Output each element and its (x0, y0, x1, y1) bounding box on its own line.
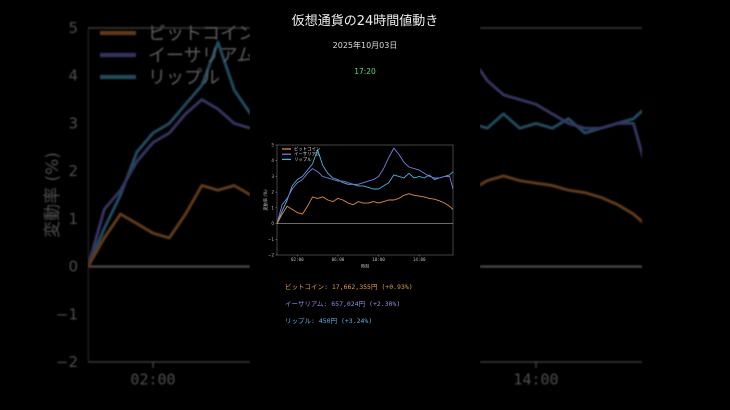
y-tick-label: −1 (268, 237, 275, 242)
bg-y-tick-label: 4 (68, 67, 78, 85)
legend-label: リップル (294, 157, 312, 163)
main-plot: −2 −1 0 1 2 3 4 5 02:00 06:00 10:00 14:00 時刻 変動率 (%) ビ… (262, 142, 454, 269)
x-tick-label: 02:00 (291, 257, 304, 262)
bg-y-tick-label: 0 (68, 258, 78, 276)
series-line-ripple (276, 149, 454, 224)
bg-y-tick-label: −1 (56, 305, 78, 323)
bg-y-tick-label: 5 (68, 19, 78, 37)
main-line-chart: −2 −1 0 1 2 3 4 5 02:00 06:00 10:00 14:00 時刻 変動率 (%) ビ… (262, 140, 462, 274)
date-label: 2025年10月03日 (332, 41, 398, 50)
legend-label: リップル (148, 67, 220, 88)
bg-y-tick-label: −2 (56, 353, 78, 371)
y-tick-label: 3 (271, 174, 274, 179)
legend-label: ビットコイン (294, 146, 321, 153)
page-title: 仮想通貨の24時間値動き (291, 14, 439, 29)
price-list: ビットコイン: 17,662,355円 (+0.93%) イーサリアム: 657… (285, 281, 413, 332)
price-ethereum: イーサリアム: 657,024円 (+2.30%) (285, 300, 401, 308)
y-axis-label: 変動率 (%) (262, 189, 269, 211)
series-line-bitcoin (276, 193, 454, 224)
plot-frame (276, 144, 454, 256)
price-bitcoin: ビットコイン: 17,662,355円 (+0.93%) (285, 283, 413, 291)
series-line-bitcoin (480, 174, 642, 224)
time-label: 17:20 (354, 67, 376, 76)
series-line-ripple (480, 109, 642, 135)
center-panel: 仮想通貨の24時間値動き 2025年10月03日 17:20 (250, 0, 480, 410)
y-tick-label: 5 (271, 142, 274, 147)
x-tick-label: 14:00 (513, 371, 558, 389)
y-tick-label: 4 (271, 158, 274, 163)
y-tick-label: 0 (271, 221, 274, 226)
series-line-ethereum (88, 98, 250, 268)
y-tick-label: −2 (268, 252, 275, 257)
legend-label: イーサリアム (294, 152, 321, 158)
bg-y-tick-label: 3 (68, 114, 78, 132)
line-chart-svg: −2 −1 0 1 2 3 4 5 02:00 06:00 10:00 14:00 時刻 変動率 (%) ビ… (262, 142, 454, 269)
series-line-ripple (88, 40, 250, 268)
legend-label: イーサリアム (148, 45, 254, 66)
series-line-ethereum (480, 67, 642, 160)
bg-y-axis: −2 −1 0 1 2 3 4 5 変動率 (%) (43, 19, 78, 371)
legend-label: ビットコイン (148, 23, 256, 44)
bg-y-tick-label: 1 (68, 210, 78, 228)
series-line-ethereum (276, 147, 454, 224)
x-tick-label: 14:00 (413, 257, 426, 262)
bg-y-axis-label: 変動率 (%) (43, 152, 63, 238)
y-tick-label: 1 (271, 205, 274, 210)
bg-y-tick-label: 2 (68, 162, 78, 180)
price-ripple: リップル: 450円 (+3.24%) (285, 317, 373, 325)
x-tick-label: 02:00 (130, 371, 175, 389)
series-line-bitcoin (88, 184, 250, 268)
y-tick-label: 2 (271, 190, 274, 195)
x-axis-label: 時刻 (361, 262, 369, 269)
x-tick-label: 06:00 (332, 257, 345, 262)
x-tick-label: 10:00 (372, 257, 385, 262)
